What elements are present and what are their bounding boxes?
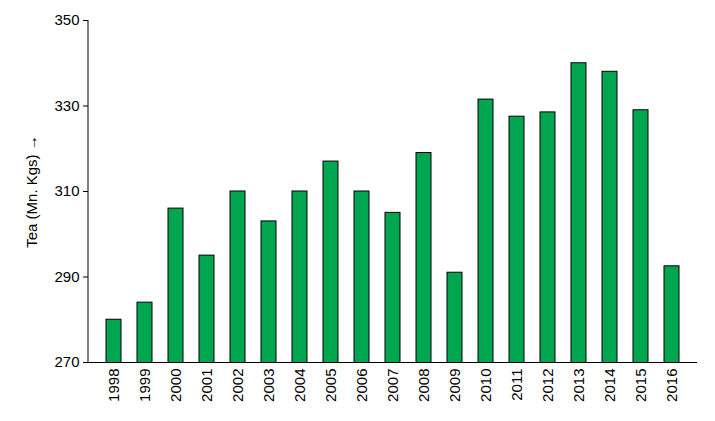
svg-text:2008: 2008 bbox=[415, 369, 432, 402]
svg-text:2006: 2006 bbox=[353, 369, 370, 402]
svg-text:Tea (Mn. Kgs) →: Tea (Mn. Kgs) → bbox=[23, 135, 40, 248]
svg-text:2004: 2004 bbox=[291, 369, 308, 402]
svg-text:1998: 1998 bbox=[105, 369, 122, 402]
svg-text:2012: 2012 bbox=[539, 369, 556, 402]
svg-text:2007: 2007 bbox=[384, 369, 401, 402]
svg-text:270: 270 bbox=[54, 353, 79, 370]
svg-text:2009: 2009 bbox=[446, 369, 463, 402]
svg-text:2011: 2011 bbox=[508, 369, 525, 401]
svg-text:310: 310 bbox=[54, 182, 79, 199]
svg-text:2001: 2001 bbox=[198, 369, 215, 402]
svg-text:290: 290 bbox=[54, 268, 79, 285]
svg-text:330: 330 bbox=[54, 97, 79, 114]
svg-text:2005: 2005 bbox=[322, 369, 339, 402]
svg-text:2015: 2015 bbox=[632, 369, 649, 402]
svg-text:2010: 2010 bbox=[477, 369, 494, 402]
svg-text:2002: 2002 bbox=[229, 369, 246, 402]
svg-text:2013: 2013 bbox=[570, 369, 587, 402]
svg-text:2000: 2000 bbox=[167, 369, 184, 402]
svg-text:2016: 2016 bbox=[663, 369, 680, 402]
svg-text:1999: 1999 bbox=[136, 369, 153, 402]
svg-text:2003: 2003 bbox=[260, 369, 277, 402]
svg-text:2014: 2014 bbox=[601, 369, 618, 402]
svg-text:350: 350 bbox=[54, 11, 79, 28]
